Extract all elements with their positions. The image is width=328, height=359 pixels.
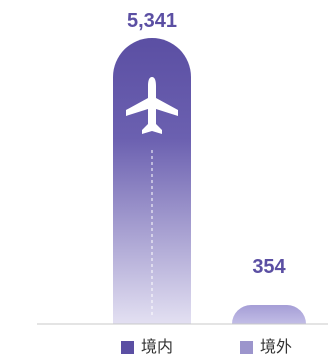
legend-label-international: 境外 xyxy=(260,337,293,356)
bar-value-label-international: 354 xyxy=(252,256,286,278)
airplane-icon xyxy=(126,77,178,134)
bars-group xyxy=(113,38,306,324)
legend-item-international: 境外 xyxy=(240,336,292,358)
legend-swatch-domestic xyxy=(121,340,134,354)
legend-swatch-international xyxy=(240,340,253,354)
legend-label-domestic: 境内 xyxy=(141,337,174,356)
bar-international xyxy=(232,305,306,324)
bar-value-label-domestic: 5,341 xyxy=(127,10,177,32)
legend: 境内 境外 xyxy=(0,336,328,358)
legend-item-domestic: 境内 xyxy=(121,336,173,358)
